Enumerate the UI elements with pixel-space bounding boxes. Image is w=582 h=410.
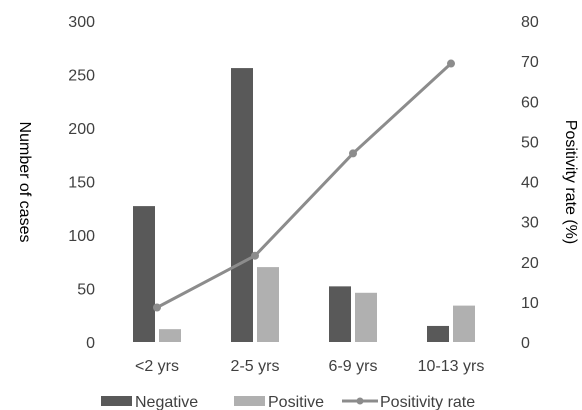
- right-tick-label: 40: [521, 175, 539, 192]
- right-tick-label: 60: [521, 94, 539, 111]
- left-axis-title: Number of cases: [16, 122, 33, 243]
- left-tick-label: 150: [68, 175, 95, 192]
- left-tick-label: 300: [68, 14, 95, 31]
- right-tick-label: 30: [521, 215, 539, 232]
- positivity-rate-point: [251, 251, 259, 260]
- legend-label-negative: Negative: [135, 394, 198, 410]
- right-tick-label: 50: [521, 134, 539, 151]
- bar-positive: [159, 329, 181, 342]
- legend-swatch-negative: [101, 396, 132, 406]
- positivity-rate-point: [447, 59, 455, 68]
- right-tick-label: 10: [521, 295, 539, 312]
- bar-negative: [133, 206, 155, 342]
- bar-positive: [355, 292, 377, 342]
- left-tick-label: 50: [77, 282, 95, 299]
- positivity-rate-point: [349, 149, 357, 158]
- bar-positive: [257, 267, 279, 342]
- positivity-rate-point: [153, 303, 161, 312]
- x-axis-ticks: <2 yrs 2-5 yrs 6-9 yrs 10-13 yrs: [135, 358, 484, 375]
- legend-label-positive: Positive: [268, 394, 324, 410]
- legend-swatch-positive: [234, 396, 265, 406]
- legend-swatch-marker: [356, 397, 364, 405]
- positivity-rate-line: [156, 62, 453, 309]
- left-axis-ticks: 0 50 100 150 200 250 300: [68, 14, 95, 352]
- legend: Negative Positive Positivity rate: [101, 394, 475, 410]
- right-axis-ticks: 0 10 20 30 40 50 60 70 80: [521, 14, 539, 352]
- left-tick-label: 200: [68, 121, 95, 138]
- bar-positive: [453, 305, 475, 342]
- right-axis-title: Positivity rate (%): [562, 120, 579, 244]
- x-tick-label: <2 yrs: [135, 358, 179, 375]
- right-tick-label: 70: [521, 54, 539, 71]
- left-tick-label: 250: [68, 68, 95, 85]
- left-tick-label: 100: [68, 228, 95, 245]
- right-tick-label: 80: [521, 14, 539, 31]
- bar-negative: [231, 68, 253, 342]
- legend-label-positivity-rate: Positivity rate: [380, 394, 475, 410]
- x-tick-label: 6-9 yrs: [329, 358, 378, 375]
- bar-negative: [329, 286, 351, 342]
- x-tick-label: 10-13 yrs: [418, 358, 485, 375]
- right-tick-label: 20: [521, 255, 539, 272]
- right-tick-label: 0: [521, 335, 530, 352]
- bar-negative: [427, 325, 449, 342]
- line-series: [153, 59, 455, 312]
- left-tick-label: 0: [86, 335, 95, 352]
- x-tick-label: 2-5 yrs: [231, 358, 280, 375]
- bar-series: [133, 68, 475, 342]
